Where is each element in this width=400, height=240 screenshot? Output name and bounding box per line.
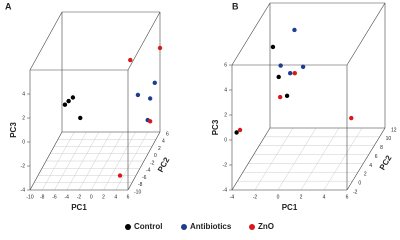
point (147, 96, 153, 101)
y-tick-label: -6 (142, 175, 147, 181)
box-edge (346, 2, 386, 66)
x-axis-title: PC1 (282, 203, 298, 212)
point (287, 71, 293, 76)
y-tick-label: -4 (146, 168, 151, 174)
point (117, 173, 123, 178)
x-tick-label: -4 (65, 194, 70, 200)
y-tick-label: 10 (386, 136, 392, 142)
x-tick-label: 6 (127, 194, 130, 200)
box-edge (127, 131, 161, 191)
point (128, 57, 133, 63)
figure: -10 -8 -6 -4 -2 0 2 4 6-10-8-6-4-20246-4-2024PC1… (5, 1, 397, 231)
point (234, 130, 239, 135)
box-edge (29, 131, 63, 191)
point (300, 64, 306, 70)
point (70, 95, 76, 100)
legend-marker (181, 224, 187, 230)
x-tick-label: 0 (90, 194, 93, 200)
y-tick-label: -2 (150, 160, 155, 166)
y-tick-label: 4 (369, 163, 372, 169)
point (147, 119, 153, 124)
x-tick-label: 2 (102, 194, 105, 200)
panel-label: B (232, 1, 239, 11)
legend-marker (249, 224, 255, 230)
point (66, 98, 71, 104)
z-tick-label: 2 (224, 112, 227, 118)
y-axis-title: PC2 (378, 153, 394, 171)
point (278, 63, 283, 68)
x-tick-label: -6 (52, 194, 57, 200)
z-tick-label: 2 (22, 115, 25, 121)
y-tick-label: 6 (375, 154, 378, 160)
x-tick-label: 0 (277, 194, 280, 200)
z-axis-title: PC3 (211, 119, 220, 135)
legend-label: Control (134, 222, 162, 231)
x-tick-label: 6 (346, 194, 349, 200)
point (292, 71, 297, 76)
point (135, 92, 141, 98)
point (152, 80, 157, 86)
legend-label: Antibiotics (190, 222, 232, 231)
point (349, 115, 354, 121)
y-tick-label: 0 (358, 180, 361, 186)
x-tick-label: -8 (40, 194, 45, 200)
y-tick-label: 8 (380, 145, 383, 151)
point (277, 94, 283, 100)
point (284, 93, 290, 99)
point (270, 44, 276, 50)
z-tick-label: -2 (21, 163, 26, 169)
point (237, 127, 243, 133)
x-tick-label: -10 (26, 194, 33, 200)
box-edge (29, 11, 63, 71)
grid-line (254, 127, 294, 191)
y-tick-label: 2 (364, 172, 367, 178)
legend-label: ZnO (258, 222, 274, 231)
y-tick-label: -10 (134, 189, 141, 195)
z-tick-label: -2 (223, 162, 228, 168)
x-tick-label: -2 (77, 194, 82, 200)
x-tick-label: 4 (323, 194, 326, 200)
y-axis-title: PC2 (156, 155, 172, 173)
z-axis-title: PC3 (9, 122, 18, 138)
box-edge (231, 127, 271, 191)
z-tick-label: -4 (223, 187, 228, 193)
x-tick-label: 4 (114, 194, 117, 200)
x-axis-title: PC1 (71, 203, 87, 212)
point (157, 45, 163, 51)
x-tick-label: -2 (253, 194, 258, 200)
y-tick-label: 2 (158, 146, 161, 152)
point (62, 102, 68, 107)
y-tick-label: -2 (353, 189, 358, 195)
legend-marker (125, 224, 131, 230)
point (78, 115, 83, 121)
box-edge (346, 127, 386, 191)
z-tick-label: 4 (22, 91, 25, 97)
x-tick-label: 2 (300, 194, 303, 200)
z-tick-label: 4 (224, 87, 227, 93)
z-tick-label: -4 (21, 187, 26, 193)
box-edge (231, 2, 271, 66)
grid-line (323, 127, 363, 191)
z-tick-label: 0 (22, 139, 25, 145)
x-tick-label: -4 (230, 194, 235, 200)
y-tick-label: 6 (166, 131, 169, 137)
grid-line (277, 127, 317, 191)
z-tick-label: 6 (224, 62, 227, 68)
z-tick-label: 0 (224, 137, 227, 143)
point (292, 27, 297, 33)
y-tick-label: 0 (154, 153, 157, 159)
panel-label: A (5, 1, 12, 11)
box-edge (127, 11, 161, 71)
y-tick-label: -8 (138, 182, 143, 188)
grid-line (300, 127, 340, 191)
y-tick-label: 12 (391, 127, 397, 133)
point (276, 74, 281, 80)
y-tick-label: 4 (162, 139, 165, 145)
